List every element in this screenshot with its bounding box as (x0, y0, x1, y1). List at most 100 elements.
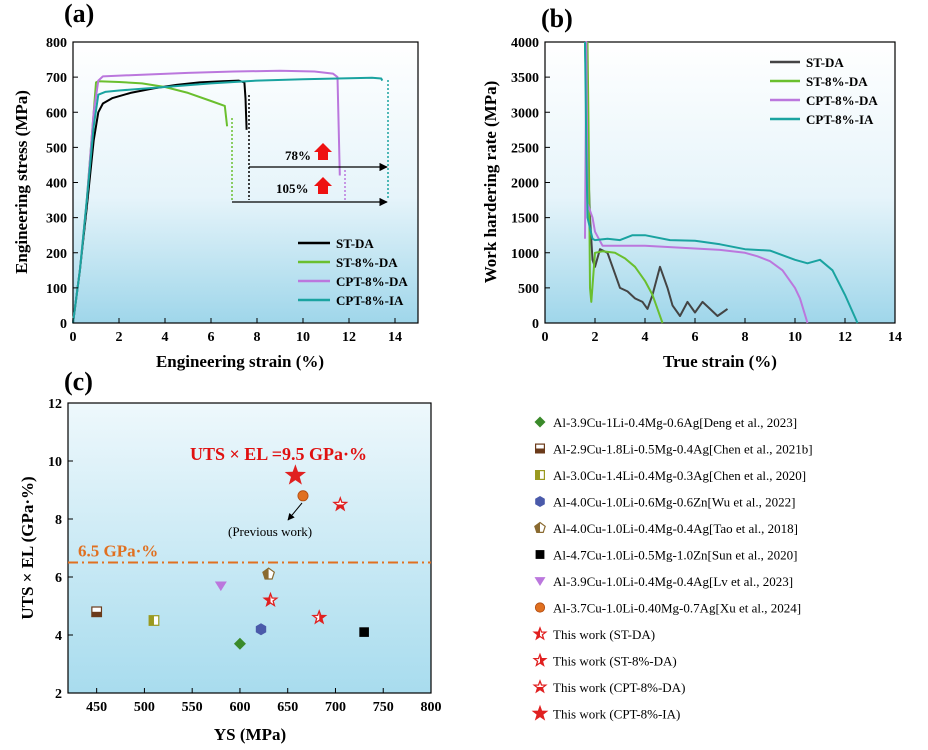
panel-a-ytick-label: 200 (46, 247, 67, 262)
data-point-al-4-7cu-1-0li-0-5mg-1-0zn-sun-et-al-2020 (359, 627, 369, 637)
legend-b-st-da: ST-DA (806, 55, 844, 70)
panel-c-points (91, 464, 369, 650)
panel-a-xtick-label: 10 (296, 330, 310, 345)
annotation-105: 105% (276, 181, 309, 196)
panel-c-ytick-label: 12 (48, 397, 62, 412)
panel-a-xtick-label: 4 (162, 330, 169, 345)
legend-label-al-3-7cu-1-0li-0-40mg-0-7ag-xu-et-al-2024: Al-3.7Cu-1.0Li-0.40Mg-0.7Ag[Xu et al., 2… (553, 601, 801, 616)
panel-a-ytick-label: 400 (46, 177, 67, 192)
panel-c-xtick-label: 550 (182, 700, 203, 715)
panel-a-xtick-label: 14 (388, 330, 402, 345)
legend-a-st-da: ST-DA (336, 236, 374, 251)
series-line-cpt-8-ia (72, 76, 384, 324)
panel-b-xtick-label: 6 (692, 330, 699, 345)
panel-c-label: (c) (64, 367, 93, 396)
panel-c-xtick-label: 650 (277, 700, 298, 715)
series-line-st-8-da (586, 41, 664, 324)
legend-a-st-8-da: ST-8%-DA (336, 255, 398, 270)
legend-marker-this-work-cpt-8-da (532, 679, 548, 694)
panel-b-xtick-label: 2 (592, 330, 599, 345)
panel-a-ticks: 0 2 4 6 8 10 12 14 0 100 200 300 400 500 600 700 800 (46, 36, 402, 345)
legend-label-al-2-9cu-1-8li-0-5mg-0-4ag-chen-et-al-2021b: Al-2.9Cu-1.8Li-0.5Mg-0.4Ag[Chen et al., … (553, 442, 813, 457)
legend-marker-al-3-7cu-1-0li-0-40mg-0-7ag-xu-et-al-2024 (534, 602, 546, 613)
panel-b-xtick-label: 12 (838, 330, 852, 345)
legend-marker-al-2-9cu-1-8li-0-5mg-0-4ag-chen-et-al-2021b (534, 443, 545, 454)
panel-a-ytick-label: 500 (46, 141, 67, 156)
legend-label-this-work-st-da: This work (ST-DA) (553, 627, 655, 642)
panel-c-ylabel: UTS × EL (GPa·%) (18, 476, 37, 619)
panel-a-ytick-label: 0 (60, 317, 67, 332)
legend-label-al-4-0cu-1-0li-0-6mg-0-6zn-wu-et-al-2022: Al-4.0Cu-1.0Li-0.6Mg-0.6Zn[Wu et al., 20… (553, 495, 795, 510)
panel-a-ylabel: Engineering stress (MPa) (12, 90, 31, 274)
data-point-this-work-st-8-da (311, 609, 328, 625)
data-point-al-3-9cu-1-0li-0-4mg-0-4ag-lv-et-al-2023 (214, 581, 227, 592)
best-value-annotation: UTS × EL =9.5 GPa·% (190, 444, 367, 464)
legend-a-cpt-8-ia: CPT-8%-IA (336, 293, 404, 308)
panel-b-series (584, 41, 859, 324)
legend-a-cpt-8-da: CPT-8%-DA (336, 274, 408, 289)
panel-a-ytick-label: 300 (46, 212, 67, 227)
series-line-cpt-8-ia (584, 41, 859, 324)
panel-c-xlabel: YS (MPa) (214, 725, 286, 744)
up-arrow-icon (314, 143, 332, 160)
legend-marker-al-3-0cu-1-4li-0-4mg-0-3ag-chen-et-al-2020 (534, 470, 545, 481)
panel-b-xtick-label: 14 (888, 330, 902, 345)
panel-a-xtick-label: 6 (208, 330, 215, 345)
legend-b-st-8-da: ST-8%-DA (806, 74, 868, 89)
panel-b-ytick-label: 0 (532, 317, 539, 332)
panel-c-legend: Al-3.9Cu-1Li-0.4Mg-0.6Ag[Deng et al., 20… (531, 415, 813, 722)
panel-c-ytick-label: 6 (55, 571, 62, 586)
panel-a-xtick-label: 12 (342, 330, 356, 345)
panel-c-ytick-label: 10 (48, 455, 62, 470)
data-point-al-3-0cu-1-4li-0-4mg-0-3ag-chen-et-al-2020 (148, 615, 160, 626)
panel-c-xtick-label: 450 (86, 700, 107, 715)
data-point-al-4-0cu-1-0li-0-6mg-0-6zn-wu-et-al-2022 (255, 623, 267, 636)
legend-label-al-4-7cu-1-0li-0-5mg-1-0zn-sun-et-al-2020: Al-4.7Cu-1.0Li-0.5Mg-1.0Zn[Sun et al., 2… (553, 548, 797, 563)
panel-b-ticks: 0 2 4 6 8 10 12 14 0 500 1000 1500 2000 2500 3000 3500 4… (511, 36, 902, 345)
panel-a-ytick-label: 100 (46, 282, 67, 297)
data-point-this-work-cpt-8-ia (284, 464, 306, 485)
data-point-al-3-9cu-1li-0-4mg-0-6ag-deng-et-al-2023 (233, 637, 246, 650)
previous-work-annotation: (Previous work) (228, 524, 312, 539)
data-point-al-2-9cu-1-8li-0-5mg-0-4ag-chen-et-al-2021b (91, 606, 103, 618)
legend-marker-this-work-st-da (532, 626, 548, 641)
panel-b-ytick-label: 1500 (511, 212, 539, 227)
panel-c-xtick-label: 750 (373, 700, 394, 715)
panel-c-ticks: 450 500 550 600 650 700 750 800 2 4 6 8 10 12 (48, 397, 442, 715)
legend-marker-al-4-0cu-1-0li-0-4mg-0-4ag-tao-et-al-2018 (534, 521, 546, 533)
panel-a: (a) 0 2 4 6 8 10 12 14 0 100 200 300 400 500 600 700 800… (12, 0, 419, 371)
panel-c-xtick-label: 700 (325, 700, 346, 715)
data-point-this-work-st-da (262, 591, 279, 608)
legend-b-cpt-8-da: CPT-8%-DA (806, 93, 878, 108)
panel-b-ytick-label: 4000 (511, 36, 539, 51)
panel-a-legend: ST-DA ST-8%-DA CPT-8%-DA CPT-8%-IA (298, 236, 408, 308)
data-point-al-4-0cu-1-0li-0-4mg-0-4ag-tao-et-al-2018 (262, 567, 276, 580)
legend-label-this-work-cpt-8-ia: This work (CPT-8%-IA) (553, 707, 680, 722)
panel-b-xtick-label: 8 (742, 330, 749, 345)
panel-a-ytick-label: 800 (46, 36, 67, 51)
panel-b-xtick-label: 0 (542, 330, 549, 345)
legend-label-this-work-st-8-da: This work (ST-8%-DA) (553, 654, 677, 669)
legend-label-this-work-cpt-8-da: This work (CPT-8%-DA) (553, 680, 685, 695)
panel-c-plot-area (67, 402, 432, 694)
panel-c-ytick-label: 4 (55, 629, 62, 644)
panel-b: (b) 0 2 4 6 8 10 12 14 0 500 1000 1500 2000 2500 3000 3… (481, 4, 902, 371)
legend-marker-this-work-st-8-da (532, 652, 548, 667)
panel-b-ytick-label: 3500 (511, 71, 539, 86)
panel-b-legend: ST-DA ST-8%-DA CPT-8%-DA CPT-8%-IA (770, 55, 878, 127)
panel-b-ytick-label: 2000 (511, 177, 539, 192)
panel-a-xtick-label: 8 (254, 330, 261, 345)
legend-label-al-3-0cu-1-4li-0-4mg-0-3ag-chen-et-al-2020: Al-3.0Cu-1.4Li-0.4Mg-0.3Ag[Chen et al., … (553, 468, 806, 483)
annotation-78: 78% (285, 148, 311, 163)
panel-c-xtick-label: 500 (134, 700, 155, 715)
legend-label-al-4-0cu-1-0li-0-4mg-0-4ag-tao-et-al-2018: Al-4.0Cu-1.0Li-0.4Mg-0.4Ag[Tao et al., 2… (553, 521, 798, 536)
panel-c-ytick-label: 8 (55, 513, 62, 528)
legend-b-cpt-8-ia: CPT-8%-IA (806, 112, 874, 127)
series-line-st-da (584, 41, 729, 317)
reference-line-label: 6.5 GPa·% (78, 542, 158, 561)
panel-c-xtick-label: 800 (421, 700, 442, 715)
panel-c: (c) 6.5 GPa·% UTS × EL =9.5 GPa·% (Previ… (18, 367, 813, 744)
panel-c-ytick-label: 2 (55, 687, 62, 702)
panel-a-ytick-label: 600 (46, 106, 67, 121)
